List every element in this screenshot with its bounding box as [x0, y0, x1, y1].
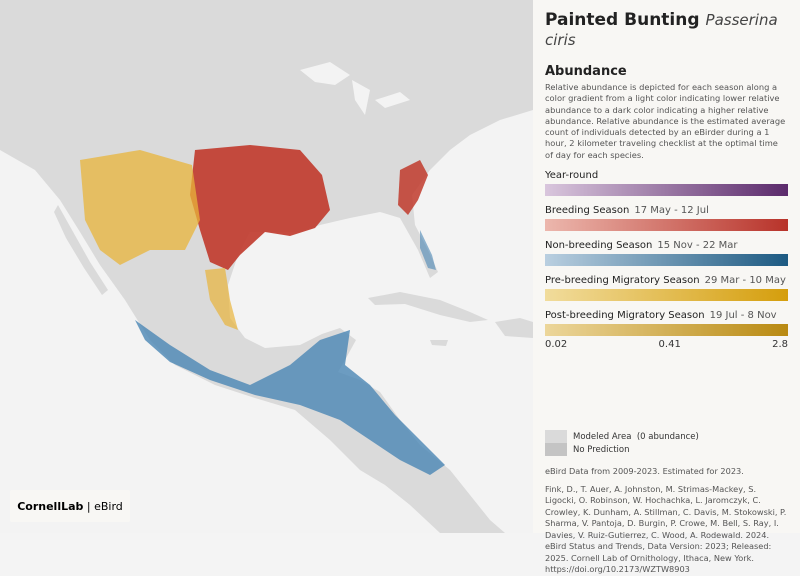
scale-label: 0.02	[545, 339, 568, 351]
land-cuba	[368, 292, 488, 322]
legend-title: Abundance	[545, 64, 627, 79]
season-gradient	[545, 254, 788, 267]
land-hispaniola	[495, 318, 533, 338]
season-gradient	[545, 324, 788, 337]
swatch	[545, 443, 567, 457]
season: Breeding Season 17 May - 12 Jul	[545, 205, 788, 216]
season: Year-round	[545, 170, 788, 181]
swatch	[545, 430, 567, 444]
land-jamaica	[430, 340, 448, 346]
logo[interactable]: CornellLab | eBird	[10, 490, 130, 522]
season-gradient	[545, 219, 788, 232]
breeding-range	[190, 145, 330, 270]
great-lakes	[300, 62, 410, 115]
key-note: (0 abundance)	[636, 431, 699, 442]
land-baja	[54, 205, 108, 295]
migratory-range-west	[80, 150, 200, 265]
season-list: Year-round Breeding Season 17 May - 12 Jul…	[545, 170, 788, 337]
season: Non-breeding Season 15 Nov - 22 Mar	[545, 240, 788, 251]
migratory-range-gulf	[205, 268, 238, 330]
legend-panel: Painted Bunting Passerina ciris Abundance…	[533, 0, 800, 574]
key-label: No Prediction	[573, 444, 630, 455]
scale-label: 0.41	[658, 339, 681, 351]
season-name: Non-breeding Season	[545, 240, 653, 252]
season-gradient	[545, 184, 788, 197]
scale-label: 2.8	[772, 339, 788, 351]
scientific-name: Passerina ciris	[545, 11, 778, 49]
season-name: Year-round	[545, 170, 599, 182]
common-name: Painted Bunting	[545, 10, 700, 30]
scale: 0.02 0.41 2.8	[545, 339, 788, 350]
map	[0, 0, 533, 533]
data-info: eBird Data from 2009-2023. Estimated for…	[545, 466, 744, 477]
season-dates: 29 Mar - 10 May	[704, 275, 786, 287]
breeding-range-east	[398, 160, 428, 215]
nonbreeding-range	[135, 320, 445, 475]
season: Post-breeding Migratory Season 19 Jul - 8…	[545, 310, 788, 321]
season-name: Post-breeding Migratory Season	[545, 310, 705, 322]
key-label: Modeled Area	[573, 431, 632, 442]
season-gradient	[545, 289, 788, 302]
season-name: Breeding Season	[545, 205, 630, 217]
species-title: Painted Bunting Passerina ciris	[545, 10, 788, 50]
legend-description: Relative abundance is depicted for each …	[545, 82, 786, 160]
land-north-america	[0, 0, 533, 533]
season-dates: 19 Jul - 8 Nov	[709, 310, 777, 322]
area-key: Modeled Area (0 abundance) No Prediction	[545, 430, 788, 457]
logo-ebird: eBird	[94, 499, 123, 513]
key-row: No Prediction	[545, 443, 788, 457]
nonbreeding-range-florida	[420, 230, 436, 270]
key-row: Modeled Area (0 abundance)	[545, 430, 788, 444]
season: Pre-breeding Migratory Season 29 Mar - 10…	[545, 275, 788, 286]
season-name: Pre-breeding Migratory Season	[545, 275, 700, 287]
logo-cornell: CornellLab	[17, 499, 84, 513]
season-dates: 17 May - 12 Jul	[634, 205, 709, 217]
citation: Fink, D., T. Auer, A. Johnston, M. Strim…	[545, 483, 787, 575]
season-dates: 15 Nov - 22 Mar	[657, 240, 738, 252]
